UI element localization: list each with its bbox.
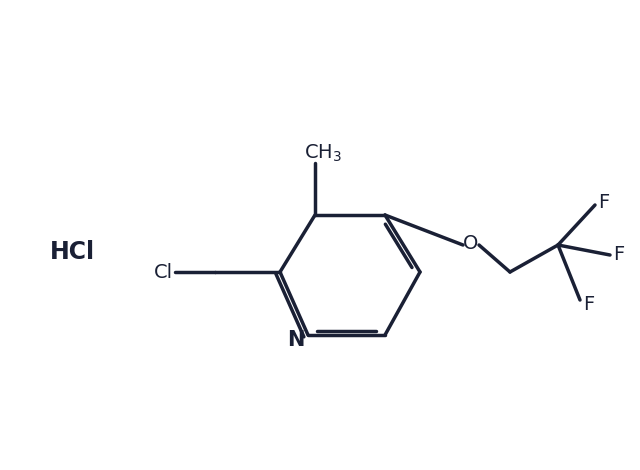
- Text: HCl: HCl: [49, 240, 95, 264]
- Text: Cl: Cl: [154, 263, 173, 282]
- Text: CH$_3$: CH$_3$: [304, 142, 342, 164]
- Text: F: F: [613, 245, 625, 265]
- Text: O: O: [463, 234, 479, 252]
- Text: N: N: [287, 330, 305, 350]
- Text: F: F: [584, 295, 595, 313]
- Text: F: F: [598, 194, 610, 212]
